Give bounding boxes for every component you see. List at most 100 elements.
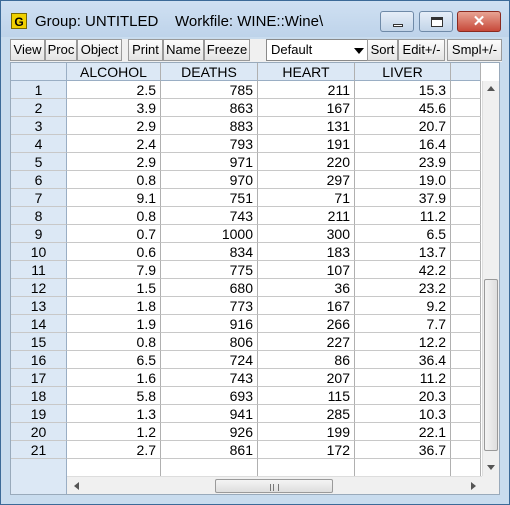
cell-heart[interactable]: 167: [258, 99, 355, 117]
cell-empty[interactable]: [451, 279, 481, 297]
cell-deaths[interactable]: 970: [161, 171, 258, 189]
cell-heart[interactable]: 131: [258, 117, 355, 135]
cell-heart[interactable]: 211: [258, 81, 355, 99]
cell-empty[interactable]: [451, 171, 481, 189]
cell-deaths[interactable]: 916: [161, 315, 258, 333]
cell-deaths[interactable]: 724: [161, 351, 258, 369]
cell-empty[interactable]: [451, 297, 481, 315]
row-number[interactable]: 12: [11, 279, 67, 297]
empty-cell[interactable]: [451, 459, 481, 477]
cell-deaths[interactable]: 793: [161, 135, 258, 153]
cell-alcohol[interactable]: 1.8: [67, 297, 161, 315]
cell-deaths[interactable]: 1000: [161, 225, 258, 243]
sample-toggle-button[interactable]: Smpl+/-: [447, 39, 502, 61]
cell-empty[interactable]: [451, 153, 481, 171]
cell-alcohol[interactable]: 0.8: [67, 171, 161, 189]
cell-liver[interactable]: 19.0: [355, 171, 451, 189]
cell-liver[interactable]: 9.2: [355, 297, 451, 315]
freeze-button[interactable]: Freeze: [204, 39, 250, 61]
row-number[interactable]: 15: [11, 333, 67, 351]
cell-deaths[interactable]: 883: [161, 117, 258, 135]
horizontal-scrollbar[interactable]: [67, 476, 482, 494]
table-row[interactable]: 12 1.5 680 36 23.2: [11, 279, 481, 297]
view-button[interactable]: View: [10, 39, 45, 61]
minimize-button[interactable]: [380, 11, 414, 32]
table-row[interactable]: 19 1.3 941 285 10.3: [11, 405, 481, 423]
row-number[interactable]: 19: [11, 405, 67, 423]
row-number[interactable]: 2: [11, 99, 67, 117]
cell-liver[interactable]: 15.3: [355, 81, 451, 99]
title-bar[interactable]: G Group: UNTITLED Workfile: WINE::Wine\ …: [1, 1, 509, 37]
maximize-button[interactable]: [419, 11, 453, 32]
row-number[interactable]: 3: [11, 117, 67, 135]
cell-heart[interactable]: 115: [258, 387, 355, 405]
row-number[interactable]: 1: [11, 81, 67, 99]
cell-heart[interactable]: 199: [258, 423, 355, 441]
row-number[interactable]: 4: [11, 135, 67, 153]
cell-alcohol[interactable]: 1.6: [67, 369, 161, 387]
table-row[interactable]: 1 2.5 785 211 15.3: [11, 81, 481, 99]
cell-empty[interactable]: [451, 387, 481, 405]
cell-alcohol[interactable]: 2.9: [67, 153, 161, 171]
corner-cell[interactable]: [11, 63, 67, 81]
cell-alcohol[interactable]: 3.9: [67, 99, 161, 117]
cell-heart[interactable]: 220: [258, 153, 355, 171]
cell-empty[interactable]: [451, 207, 481, 225]
row-number[interactable]: 6: [11, 171, 67, 189]
row-number[interactable]: 5: [11, 153, 67, 171]
empty-row[interactable]: [11, 459, 481, 477]
cell-liver[interactable]: 22.1: [355, 423, 451, 441]
cell-liver[interactable]: 11.2: [355, 207, 451, 225]
sort-button[interactable]: Sort: [367, 39, 398, 61]
cell-alcohol[interactable]: 5.8: [67, 387, 161, 405]
table-row[interactable]: 4 2.4 793 191 16.4: [11, 135, 481, 153]
cell-heart[interactable]: 107: [258, 261, 355, 279]
cell-alcohol[interactable]: 0.6: [67, 243, 161, 261]
column-header-alcohol[interactable]: ALCOHOL: [67, 63, 161, 81]
row-number[interactable]: 14: [11, 315, 67, 333]
proc-button[interactable]: Proc: [45, 39, 77, 61]
table-row[interactable]: 16 6.5 724 86 36.4: [11, 351, 481, 369]
table-row[interactable]: 6 0.8 970 297 19.0: [11, 171, 481, 189]
column-header-empty[interactable]: [451, 63, 481, 81]
cell-heart[interactable]: 297: [258, 171, 355, 189]
cell-deaths[interactable]: 941: [161, 405, 258, 423]
cell-heart[interactable]: 183: [258, 243, 355, 261]
name-button[interactable]: Name: [163, 39, 204, 61]
cell-empty[interactable]: [451, 225, 481, 243]
cell-empty[interactable]: [451, 81, 481, 99]
row-number[interactable]: 13: [11, 297, 67, 315]
cell-deaths[interactable]: 693: [161, 387, 258, 405]
size-grip[interactable]: [482, 476, 499, 494]
table-row[interactable]: 9 0.7 1000 300 6.5: [11, 225, 481, 243]
cell-empty[interactable]: [451, 261, 481, 279]
cell-deaths[interactable]: 785: [161, 81, 258, 99]
cell-empty[interactable]: [451, 405, 481, 423]
cell-alcohol[interactable]: 2.5: [67, 81, 161, 99]
cell-deaths[interactable]: 680: [161, 279, 258, 297]
cell-deaths[interactable]: 806: [161, 333, 258, 351]
cell-alcohol[interactable]: 1.5: [67, 279, 161, 297]
scroll-down-icon[interactable]: [487, 465, 495, 470]
cell-alcohol[interactable]: 1.2: [67, 423, 161, 441]
table-row[interactable]: 13 1.8 773 167 9.2: [11, 297, 481, 315]
horizontal-scroll-thumb[interactable]: [215, 479, 333, 493]
table-row[interactable]: 2 3.9 863 167 45.6: [11, 99, 481, 117]
close-button[interactable]: ✕: [457, 11, 501, 32]
cell-empty[interactable]: [451, 117, 481, 135]
cell-liver[interactable]: 6.5: [355, 225, 451, 243]
cell-alcohol[interactable]: 0.8: [67, 333, 161, 351]
scroll-left-icon[interactable]: [74, 482, 79, 490]
cell-alcohol[interactable]: 9.1: [67, 189, 161, 207]
cell-liver[interactable]: 36.7: [355, 441, 451, 459]
cell-alcohol[interactable]: 2.4: [67, 135, 161, 153]
cell-deaths[interactable]: 971: [161, 153, 258, 171]
table-row[interactable]: 18 5.8 693 115 20.3: [11, 387, 481, 405]
cell-heart[interactable]: 71: [258, 189, 355, 207]
cell-alcohol[interactable]: 1.9: [67, 315, 161, 333]
scroll-right-icon[interactable]: [471, 482, 476, 490]
cell-alcohol[interactable]: 7.9: [67, 261, 161, 279]
cell-heart[interactable]: 191: [258, 135, 355, 153]
cell-empty[interactable]: [451, 333, 481, 351]
cell-empty[interactable]: [451, 243, 481, 261]
